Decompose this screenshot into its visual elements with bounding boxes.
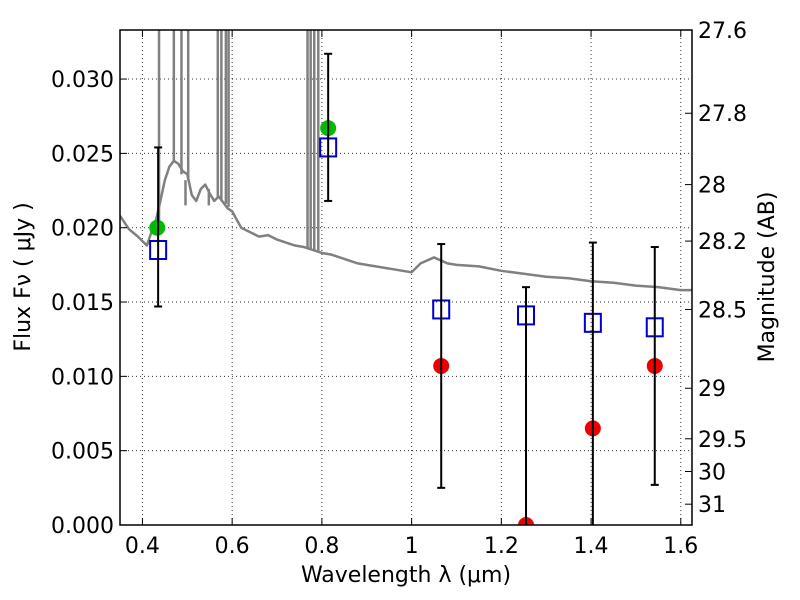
y-tick-label: 0.005: [51, 440, 114, 465]
right-tick-label: 27.8: [698, 102, 747, 127]
y-tick-label: 0.025: [51, 142, 114, 167]
y-tick-label: 0.000: [51, 514, 114, 539]
spectrum-line: [120, 159, 692, 292]
right-tick-label: 29.5: [698, 428, 747, 453]
axis-ticks: 0.4 0.6 0.8 1 1.2 1.4 1.6 0.000 0.005 0.010 0.015 0…: [51, 19, 747, 559]
x-tick-label: 0.4: [125, 534, 160, 559]
right-tick-label: 31: [698, 493, 726, 518]
x-tick-label: 1.6: [663, 534, 698, 559]
grid-lines: [120, 30, 692, 526]
y-tick-label: 0.015: [51, 291, 114, 316]
y-tick-label: 0.020: [51, 217, 114, 242]
plot-frame: [119, 29, 693, 526]
x-axis-title: Wavelength λ (μm): [301, 563, 511, 588]
x-tick-label: 0.6: [215, 534, 250, 559]
right-tick-label: 28.2: [698, 230, 747, 255]
y-tick-label: 0.030: [51, 68, 114, 93]
y-tick-label: 0.010: [51, 365, 114, 390]
x-tick-label: 1.4: [574, 534, 609, 559]
x-tick-label: 1: [405, 534, 419, 559]
y-axis-title: Flux Fν ( μJy ): [11, 202, 36, 351]
plot-area: [120, 30, 692, 525]
right-axis-title: Magnitude (AB): [755, 192, 780, 363]
right-tick-label: 27.6: [698, 19, 747, 44]
right-tick-label: 29: [698, 377, 726, 402]
x-tick-label: 1.2: [484, 534, 519, 559]
x-tick-label: 0.8: [304, 534, 339, 559]
right-tick-label: 28: [698, 174, 726, 199]
right-tick-label: 28.5: [698, 298, 747, 323]
right-tick-label: 30: [698, 460, 726, 485]
